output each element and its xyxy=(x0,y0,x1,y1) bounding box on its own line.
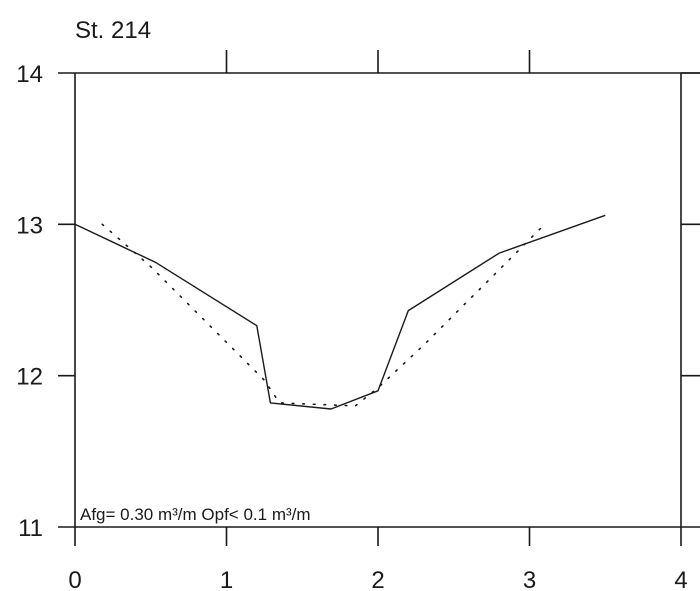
series-line-dotted xyxy=(101,223,546,407)
y-tick-label-12: 12 xyxy=(16,364,43,391)
x-tick-label-3: 3 xyxy=(523,567,536,591)
tick-marks xyxy=(58,50,700,546)
volume-annotation: Afg= 0.30 m³/m Opf< 0.1 m³/m xyxy=(80,505,311,524)
x-tick-label-2: 2 xyxy=(371,567,384,591)
series-line-solid xyxy=(74,214,606,410)
chart-title: St. 214 xyxy=(75,17,151,44)
y-tick-label-11: 11 xyxy=(18,515,43,542)
y-tick-label-13: 13 xyxy=(16,212,43,239)
x-tick-label-1: 1 xyxy=(220,567,233,591)
series-group xyxy=(74,214,606,410)
y-tick-label-14: 14 xyxy=(16,61,43,88)
axes xyxy=(74,72,700,528)
x-tick-label-4: 4 xyxy=(674,567,687,591)
x-tick-label-0: 0 xyxy=(68,567,81,591)
